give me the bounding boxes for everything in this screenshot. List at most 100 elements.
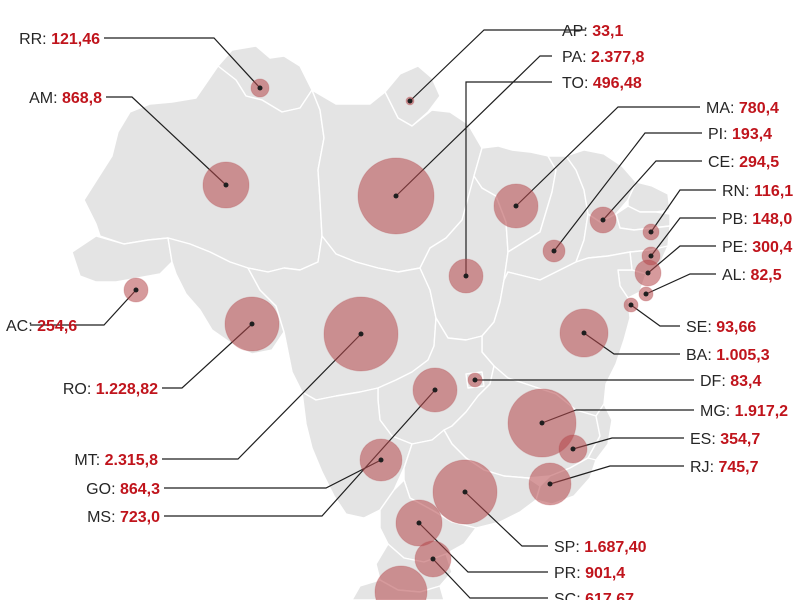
anchor-dot-rn (648, 229, 654, 235)
leader-line-to (465, 81, 552, 276)
state-label-se: SE: 93,66 (686, 319, 756, 336)
state-code: AP (562, 23, 583, 40)
state-code: PI (708, 126, 723, 143)
state-code: SP (554, 539, 575, 556)
state-value: 1.005,3 (716, 347, 769, 364)
anchor-dot-rj (547, 481, 553, 487)
state-value: 723,0 (120, 509, 160, 526)
anchor-dot-sp (462, 489, 468, 495)
state-label-ac: AC: 254,6 (6, 318, 77, 335)
leader-line-ms (164, 389, 436, 517)
state-value: 496,48 (593, 75, 642, 92)
state-value: 1.228,82 (96, 381, 158, 398)
anchor-dot-go (378, 457, 384, 463)
anchor-dot-sc (430, 556, 436, 562)
state-value: 148,0 (752, 211, 792, 228)
anchor-dot-pr (416, 520, 422, 526)
state-code: SE (686, 319, 707, 336)
leader-line-pb (650, 217, 716, 257)
leader-line-ce (602, 160, 702, 221)
state-label-pr: PR: 901,4 (554, 565, 625, 582)
leader-line-pi (553, 132, 702, 252)
state-value: 294,5 (739, 154, 779, 171)
state-code: ES (690, 431, 711, 448)
state-code: AM (29, 90, 53, 107)
anchor-dot-pa (393, 193, 399, 199)
state-shape-rio-grande-do-norte (627, 181, 671, 213)
anchor-dot-am (223, 182, 229, 188)
leader-line-pr (418, 522, 548, 573)
anchor-dot-ce (600, 217, 606, 223)
leader-line-mt (162, 333, 362, 460)
state-value: 33,1 (592, 23, 623, 40)
state-value: 121,46 (51, 31, 100, 48)
state-code: RO (63, 381, 87, 398)
state-code: RJ (690, 459, 710, 476)
state-code: PR (554, 565, 576, 582)
state-code: SC (554, 591, 576, 600)
anchor-dot-rr (257, 85, 263, 91)
leader-line-pa (395, 55, 552, 197)
state-label-ce: CE: 294,5 (708, 154, 779, 171)
state-value: 2.377,8 (591, 49, 644, 66)
anchor-dot-mt (358, 331, 364, 337)
state-labels: RR: 121,46 AM: 868,8 RO: 1.228,82 MT: 2.… (6, 23, 793, 600)
state-value: 83,4 (730, 373, 761, 390)
state-code: AL (722, 267, 742, 284)
state-label-df: DF: 83,4 (700, 373, 761, 390)
anchor-dot-ac (133, 287, 139, 293)
anchor-dot-pb (648, 253, 654, 259)
leader-line-rr (104, 37, 261, 89)
state-label-rr: RR: 121,46 (19, 31, 100, 48)
state-value: 780,4 (739, 100, 779, 117)
leader-line-ac (30, 289, 137, 326)
state-value: 82,5 (750, 267, 781, 284)
state-label-ms: MS: 723,0 (87, 509, 160, 526)
anchor-dot-ms (432, 387, 438, 393)
anchor-dot-ba (581, 330, 587, 336)
state-value: 2.315,8 (105, 452, 158, 469)
state-code: DF (700, 373, 722, 390)
leader-line-pe (647, 245, 716, 274)
anchor-dot-pi (551, 248, 557, 254)
anchor-dot-to (463, 273, 469, 279)
anchor-dot-se (628, 302, 634, 308)
anchor-dot-mg (539, 420, 545, 426)
state-label-mt: MT: 2.315,8 (74, 452, 158, 469)
state-value: 868,8 (62, 90, 102, 107)
state-value: 193,4 (732, 126, 772, 143)
state-label-pe: PE: 300,4 (722, 239, 792, 256)
anchor-dot-pe (645, 270, 651, 276)
state-label-ba: BA: 1.005,3 (686, 347, 770, 364)
leader-line-se (630, 304, 680, 327)
anchor-dot-df (472, 377, 478, 383)
state-code: TO (562, 75, 584, 92)
anchor-dot-ap (407, 98, 413, 104)
leader-line-ro (162, 323, 253, 389)
state-value: 1.917,2 (735, 403, 788, 420)
state-code: PB (722, 211, 743, 228)
bubble-rs (374, 565, 428, 600)
state-shape-acre (71, 235, 173, 283)
state-label-go: GO: 864,3 (86, 481, 160, 498)
state-label-sc: SC: 617,67 (554, 591, 634, 600)
state-value: 354,7 (720, 431, 760, 448)
state-label-pb: PB: 148,0 (722, 211, 792, 228)
state-value: 901,4 (585, 565, 625, 582)
state-label-mg: MG: 1.917,2 (700, 403, 788, 420)
state-label-to: TO: 496,48 (562, 75, 642, 92)
state-label-pi: PI: 193,4 (708, 126, 772, 143)
leader-line-al (645, 273, 716, 295)
anchor-dots (133, 85, 654, 562)
state-value: 93,66 (716, 319, 756, 336)
state-label-ro: RO: 1.228,82 (63, 381, 158, 398)
state-value: 116,1 (754, 183, 793, 200)
state-code: CE (708, 154, 730, 171)
state-code: RR (19, 31, 42, 48)
anchor-dot-es (570, 446, 576, 452)
state-label-es: ES: 354,7 (690, 431, 760, 448)
anchor-dot-al (643, 291, 649, 297)
state-label-sp: SP: 1.687,40 (554, 539, 647, 556)
state-code: MA (706, 100, 730, 117)
